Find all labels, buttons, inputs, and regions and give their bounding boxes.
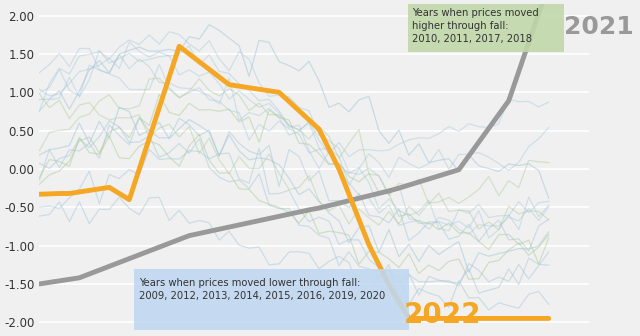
Text: Years when prices moved lower through fall:
2009, 2012, 2013, 2014, 2015, 2016, : Years when prices moved lower through fa… [140,278,385,301]
FancyBboxPatch shape [408,1,564,52]
Text: 2021: 2021 [564,15,634,39]
Text: Years when prices moved
higher through fall:
2010, 2011, 2017, 2018: Years when prices moved higher through f… [412,8,539,44]
FancyBboxPatch shape [134,269,410,332]
Text: 2022: 2022 [404,301,481,329]
